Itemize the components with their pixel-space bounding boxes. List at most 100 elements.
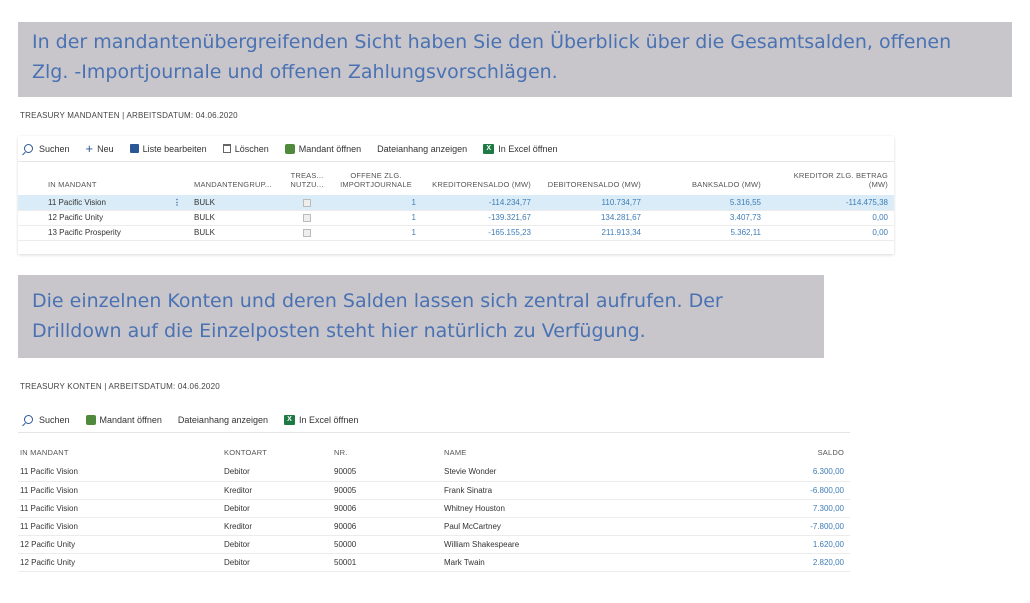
edit-list-button[interactable]: Liste bearbeiten [129,143,207,154]
cell-type: Kreditor [218,517,328,536]
col-header-type[interactable]: KONTOART [224,448,267,457]
excel-icon: X [284,414,295,425]
cell-name: William Shakespeare [438,535,738,554]
search-button[interactable]: Suchen [24,144,70,154]
cell-no: 90006 [328,499,438,518]
table-row[interactable]: 13 Pacific Prosperity BULK 1 -165.155,23… [18,225,894,241]
cell-company[interactable]: 13 Pacific Prosperity [18,225,166,241]
table-row[interactable]: 11 Pacific Vision ⋮ BULK 1 -114.234,77 1… [18,195,894,211]
cell-company[interactable]: 12 Pacific Unity [18,535,218,554]
page-title-mandanten: TREASURY MANDANTEN | ARBEITSDATUM: 04.06… [20,111,238,120]
cell-spacer [166,210,188,226]
cell-name: Frank Sinatra [438,481,738,500]
cell-bank-balance[interactable]: 3.407,73 [647,210,767,226]
cell-journals[interactable]: 1 [330,225,422,241]
cell-creditor-balance[interactable]: -165.155,23 [422,225,537,241]
checkbox-icon [303,228,311,237]
col-header-company[interactable]: IN MANDANT [48,180,97,189]
col-header-treasury[interactable]: TREAS... NUTZU... [290,171,324,189]
edit-list-label: Liste bearbeiten [142,143,207,154]
cell-creditor-payment[interactable]: 0,00 [767,210,894,226]
table-row[interactable]: 12 Pacific Unity BULK 1 -139.321,67 134.… [18,210,894,226]
cell-company[interactable]: 12 Pacific Unity [18,210,166,226]
cell-type: Debitor [218,499,328,518]
cell-company[interactable]: 11 Pacific Vision [18,481,218,500]
cell-creditor-payment[interactable]: 0,00 [767,225,894,241]
col-header-debtor-balance[interactable]: DEBITORENSALDO (MW) [547,180,641,189]
col-header-creditor-payment[interactable]: KREDITOR ZLG. BETRAG (MW) [793,171,888,189]
cell-creditor-balance[interactable]: -114.234,77 [422,195,537,211]
cell-company[interactable]: 11 Pacific Vision [18,499,218,518]
new-label: Neu [97,143,114,154]
col-header-spacer [166,162,188,195]
table-row[interactable]: 11 Pacific Vision Debitor 90005 Stevie W… [18,463,850,482]
banner-line: Zlg. -Importjournale und offenen Zahlung… [32,61,558,83]
open-company-button[interactable]: Mandant öffnen [284,143,361,154]
company-icon [284,143,295,154]
cell-company[interactable]: 11 Pacific Vision [18,463,218,482]
cell-balance[interactable]: 1.620,00 [738,535,850,554]
table-header-row: IN MANDANT MANDANTENGRUP... TREAS... NUT… [18,162,894,195]
cell-company[interactable]: 12 Pacific Unity [18,553,218,572]
cell-debtor-balance[interactable]: 110.734,77 [537,195,647,211]
col-header-company[interactable]: IN MANDANT [20,448,69,457]
open-excel-button[interactable]: X In Excel öffnen [284,414,359,425]
mandanten-list-panel: Suchen + Neu Liste bearbeiten Löschen Ma… [18,136,894,254]
cell-debtor-balance[interactable]: 211.913,34 [537,225,647,241]
table-row[interactable]: 11 Pacific Vision Kreditor 90006 Paul Mc… [18,517,850,536]
cell-company[interactable]: 11 Pacific Vision [18,517,218,536]
new-button[interactable]: + Neu [85,140,114,156]
col-header-group[interactable]: MANDANTENGRUP... [194,180,272,189]
mandanten-table: IN MANDANT MANDANTENGRUP... TREAS... NUT… [18,162,894,241]
table-row[interactable]: 12 Pacific Unity Debitor 50000 William S… [18,535,850,554]
show-attachment-button[interactable]: Dateianhang anzeigen [377,144,467,154]
col-header-balance[interactable]: SALDO [817,448,844,457]
cell-company[interactable]: 11 Pacific Vision [18,195,166,211]
table-row[interactable]: 12 Pacific Unity Debitor 50001 Mark Twai… [18,553,850,572]
cell-bank-balance[interactable]: 5.362,11 [647,225,767,241]
search-label: Suchen [39,414,70,425]
cell-no: 90005 [328,463,438,482]
cell-journals[interactable]: 1 [330,210,422,226]
plus-icon: + [85,140,94,156]
col-header-name[interactable]: NAME [444,448,467,457]
table-row[interactable]: 11 Pacific Vision Debitor 90006 Whitney … [18,499,850,518]
banner-line: Die einzelnen Konten und deren Salden la… [32,290,723,312]
edit-list-icon [129,144,139,153]
cell-balance[interactable]: 2.820,00 [738,553,850,572]
cell-no: 90006 [328,517,438,536]
cell-group: BULK [188,225,284,241]
cell-balance[interactable]: -7.800,00 [738,517,850,536]
cell-balance[interactable]: 6.300,00 [738,463,850,482]
delete-button[interactable]: Löschen [222,144,269,154]
mandanten-toolbar: Suchen + Neu Liste bearbeiten Löschen Ma… [18,136,894,162]
cell-type: Debitor [218,553,328,572]
show-attachment-label: Dateianhang anzeigen [177,414,268,425]
col-header-no[interactable]: NR. [334,448,348,457]
cell-group: BULK [188,195,284,211]
cell-creditor-payment[interactable]: -114.475,38 [767,195,894,211]
open-excel-label: In Excel öffnen [299,414,359,425]
show-attachment-button[interactable]: Dateianhang anzeigen [178,415,268,425]
col-header-bank-balance[interactable]: BANKSALDO (MW) [691,180,761,189]
search-label: Suchen [39,143,70,154]
open-excel-button[interactable]: X In Excel öffnen [483,143,558,154]
cell-debtor-balance[interactable]: 134.281,67 [537,210,647,226]
open-company-button[interactable]: Mandant öffnen [85,414,162,425]
col-header-creditor-balance[interactable]: KREDITORENSALDO (MW) [432,180,531,189]
col-header-journals[interactable]: OFFENE ZLG. IMPORTJOURNALE [340,171,412,189]
trash-icon [222,144,231,153]
info-banner-accounts: Die einzelnen Konten und deren Salden la… [18,275,824,358]
cell-name: Mark Twain [438,553,738,572]
table-row[interactable]: 11 Pacific Vision Kreditor 90005 Frank S… [18,481,850,500]
cell-balance[interactable]: -6.800,00 [738,481,850,500]
search-button[interactable]: Suchen [24,415,70,425]
cell-creditor-balance[interactable]: -139.321,67 [422,210,537,226]
row-actions-icon[interactable]: ⋮ [166,195,188,211]
search-icon [24,144,33,153]
page-title-konten: TREASURY KONTEN | ARBEITSDATUM: 04.06.20… [20,382,220,391]
cell-no: 90005 [328,481,438,500]
cell-bank-balance[interactable]: 5.316,55 [647,195,767,211]
cell-balance[interactable]: 7.300,00 [738,499,850,518]
cell-journals[interactable]: 1 [330,195,422,211]
